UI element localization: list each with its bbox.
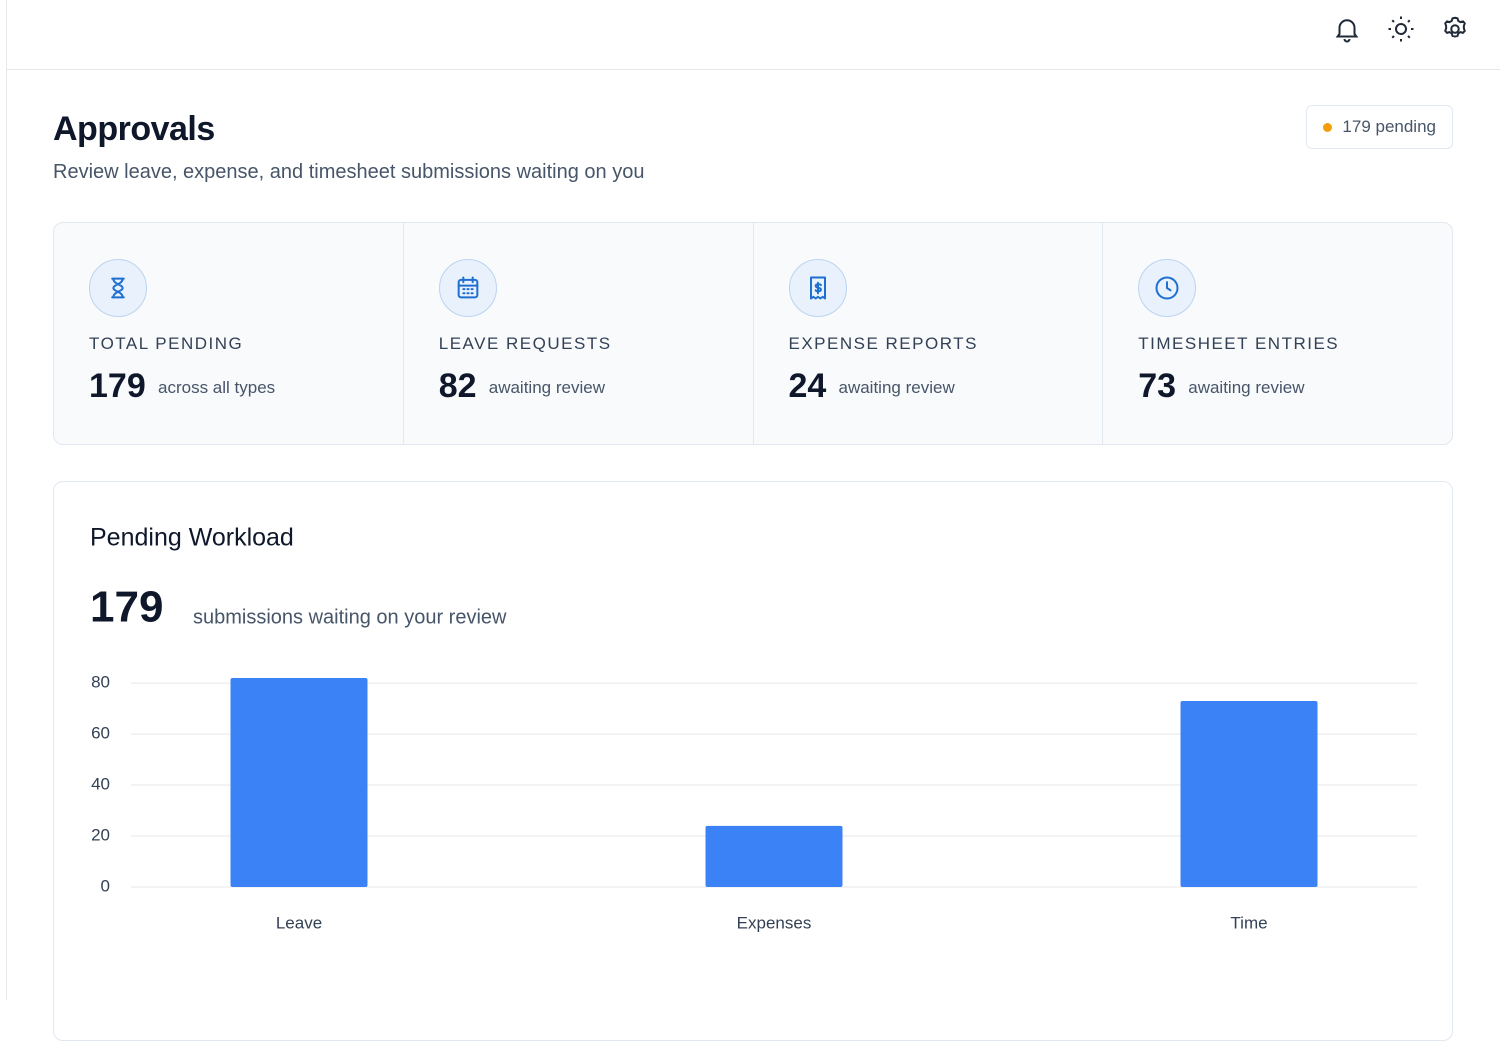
stat-icon [788, 259, 847, 317]
icon [1155, 276, 1179, 300]
pending-badge: 179 pending [1306, 105, 1453, 149]
stat-label: TIMESHEET ENTRIES [1138, 334, 1340, 353]
bar [1180, 700, 1318, 887]
stat-value: 179 [89, 367, 146, 405]
stat-card: EXPENSE REPORTS 24 awaiting review [752, 223, 1103, 444]
page-title: Approvals [53, 110, 215, 148]
bar [230, 678, 368, 887]
stat-label: LEAVE REQUESTS [438, 334, 612, 353]
stat-icon [438, 259, 497, 317]
stat-note: awaiting review [838, 378, 955, 397]
stat-icon [1138, 259, 1197, 317]
y-tick-label: 60 [91, 724, 110, 743]
y-tick-label: 40 [91, 775, 110, 794]
stat-value: 82 [438, 367, 477, 405]
x-tick-label: Time [1230, 913, 1267, 932]
chart: Pending Workload 179 submissions waiting… [90, 524, 1417, 932]
icon [809, 276, 826, 300]
stat-value: 73 [1138, 367, 1177, 405]
theme-toggle[interactable] [1386, 14, 1416, 44]
stats-panel: TOTAL PENDING 179 across all types LEAVE… [53, 222, 1453, 445]
icon [457, 276, 479, 299]
toolbar [1332, 14, 1470, 44]
icon [111, 277, 125, 299]
x-tick-label: Leave [276, 913, 322, 932]
stat-label: TOTAL PENDING [89, 334, 244, 353]
headline-value: 179 [90, 583, 163, 632]
notifications[interactable] [1332, 14, 1362, 44]
stat-value: 24 [788, 367, 827, 405]
settings[interactable] [1440, 14, 1470, 44]
stat-card: LEAVE REQUESTS 82 awaiting review [402, 223, 753, 444]
y-tick-label: 20 [91, 826, 110, 845]
x-tick-label: Expenses [737, 913, 812, 932]
stat-card: TOTAL PENDING 179 across all types [54, 223, 403, 444]
y-tick-label: 80 [91, 673, 110, 692]
chart-card: Pending Workload 179 submissions waiting… [53, 481, 1453, 1041]
stat-note: awaiting review [1188, 378, 1305, 397]
chart-title: Pending Workload [90, 524, 294, 552]
stat-icon [89, 259, 147, 317]
stat-note: awaiting review [488, 378, 605, 397]
headline-note: submissions waiting on your review [193, 606, 507, 628]
y-tick-label: 0 [101, 876, 110, 895]
page-subtitle: Review leave, expense, and timesheet sub… [53, 161, 645, 183]
bar [705, 825, 843, 887]
badge-text: 179 pending [1342, 117, 1436, 136]
stat-note: across all types [158, 378, 276, 397]
status-dot [1323, 122, 1333, 132]
stat-label: EXPENSE REPORTS [788, 334, 978, 353]
sidebar-edge [0, 0, 7, 1000]
top-bar [7, 0, 1500, 70]
stat-card: TIMESHEET ENTRIES 73 awaiting review [1102, 223, 1452, 444]
